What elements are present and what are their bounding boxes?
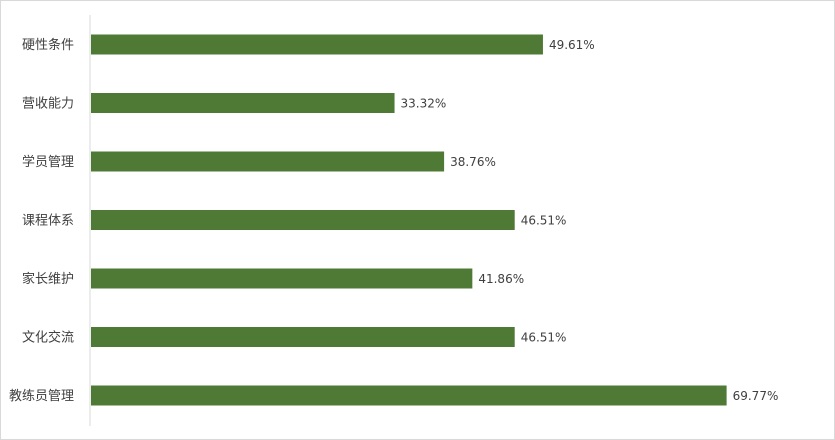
bars-layer: [91, 34, 727, 406]
value-label-5: 41.86%: [478, 272, 524, 286]
bar-3: [91, 151, 445, 172]
value-label-4: 46.51%: [521, 214, 567, 228]
category-label-1: 硬性条件: [22, 37, 74, 53]
bar-1: [91, 34, 543, 55]
category-label-6: 文化交流: [22, 330, 74, 346]
value-label-6: 46.51%: [521, 331, 567, 345]
value-label-1: 49.61%: [549, 38, 595, 52]
bar-7: [91, 385, 727, 406]
category-label-7: 教练员管理: [9, 388, 74, 404]
value-label-3: 38.76%: [450, 155, 496, 169]
bar-4: [91, 210, 515, 230]
category-label-3: 学员管理: [22, 154, 74, 170]
bar-6: [91, 327, 515, 347]
category-label-2: 营收能力: [22, 97, 74, 112]
value-label-2: 33.32%: [401, 97, 447, 111]
category-label-5: 家长维护: [22, 271, 74, 287]
bar-2: [91, 93, 395, 113]
value-label-7: 69.77%: [733, 389, 779, 403]
category-label-4: 课程体系: [22, 214, 74, 229]
bar-5: [91, 268, 473, 289]
value-labels-layer: 49.61% 33.32% 38.76% 46.51% 41.86% 46.51% 69.7…: [401, 38, 779, 403]
